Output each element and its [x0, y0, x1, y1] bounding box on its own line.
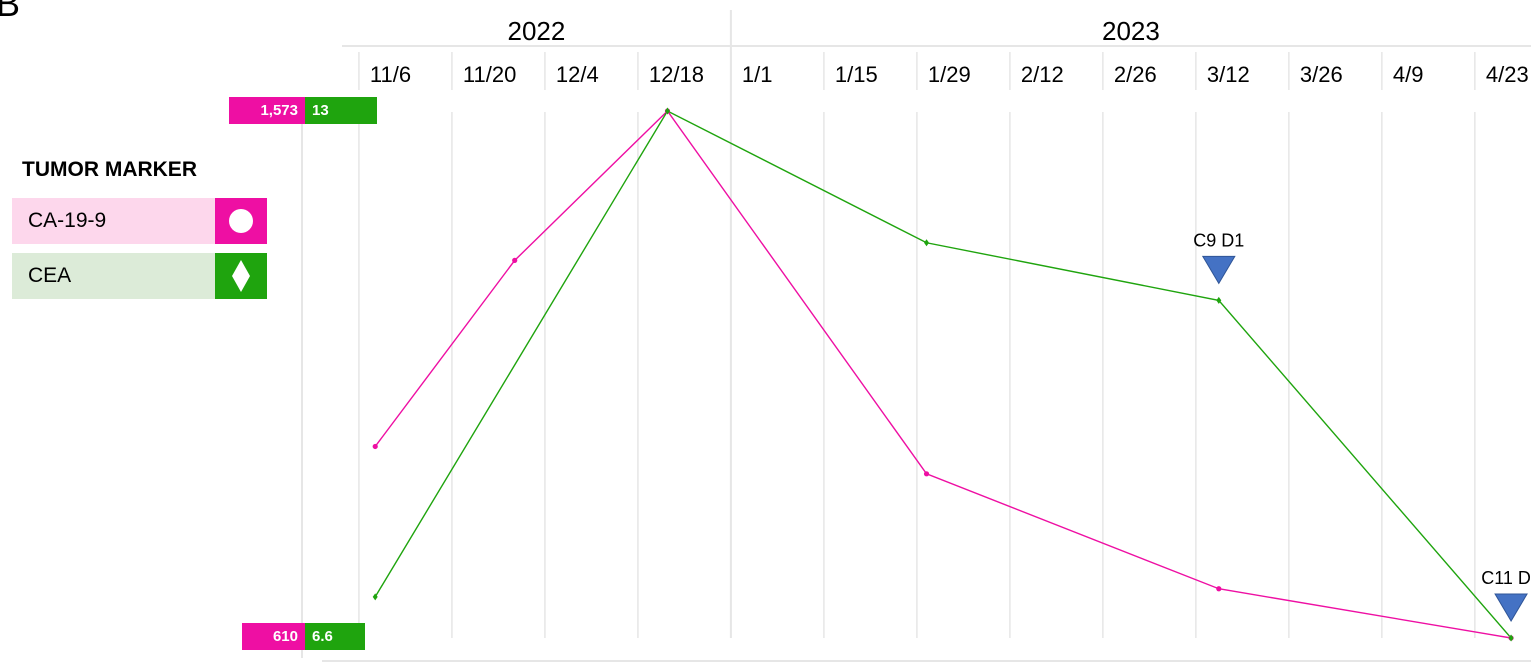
legend-label: CA-19-9	[12, 198, 215, 244]
top-scale-label: 1,573 13	[229, 97, 377, 124]
tick-label: 2/26	[1114, 62, 1157, 87]
tick-label: 1/1	[742, 62, 773, 87]
tick-label: 11/20	[463, 62, 516, 87]
ca199-min-label: 610	[242, 623, 305, 650]
bottom-scale-label: 610 6.6	[242, 623, 365, 650]
tick-label: 11/6	[370, 62, 411, 87]
legend-title: TUMOR MARKER	[22, 158, 197, 182]
year-label: 2022	[508, 16, 566, 46]
cea-max-label: 13	[305, 97, 377, 124]
tick-label: 4/23	[1486, 62, 1529, 87]
tick-label: 2/12	[1021, 62, 1064, 87]
cycle-marker-icon	[1495, 594, 1527, 621]
tick-label: 3/12	[1207, 62, 1250, 87]
ca199-point	[512, 258, 517, 263]
cea-point	[924, 239, 929, 246]
legend-item-ca199: CA-19-9	[12, 198, 267, 244]
year-label: 2023	[1102, 16, 1160, 46]
legend-item-cea: CEA	[12, 253, 267, 299]
cea-min-label: 6.6	[305, 623, 365, 650]
cycle-marker-icon	[1203, 256, 1235, 283]
circle-icon	[215, 198, 267, 244]
ca199-point	[1216, 586, 1221, 591]
diamond-icon	[215, 253, 267, 299]
tick-label: 12/4	[556, 62, 599, 87]
tick-label: 4/9	[1393, 62, 1424, 87]
ca199-point	[373, 444, 378, 449]
series-points	[373, 108, 1514, 642]
grid-lines	[302, 10, 1531, 661]
annotations: C9 D1 C11 D1	[1193, 230, 1531, 621]
annotation-label: C9 D1	[1193, 230, 1244, 250]
tick-label: 12/18	[649, 62, 704, 87]
tick-label: 3/26	[1300, 62, 1343, 87]
ca199-max-label: 1,573	[229, 97, 305, 124]
ca199-point	[924, 471, 929, 476]
tick-label: 1/15	[835, 62, 878, 87]
legend-label: CEA	[12, 253, 215, 299]
annotation-label: C11 D1	[1481, 568, 1531, 588]
tick-label: 1/29	[928, 62, 971, 87]
date-axis-header: 11/6 11/20 12/4 12/18 1/1 1/15 1/29 2/12 2/26 3/1…	[342, 16, 1531, 90]
